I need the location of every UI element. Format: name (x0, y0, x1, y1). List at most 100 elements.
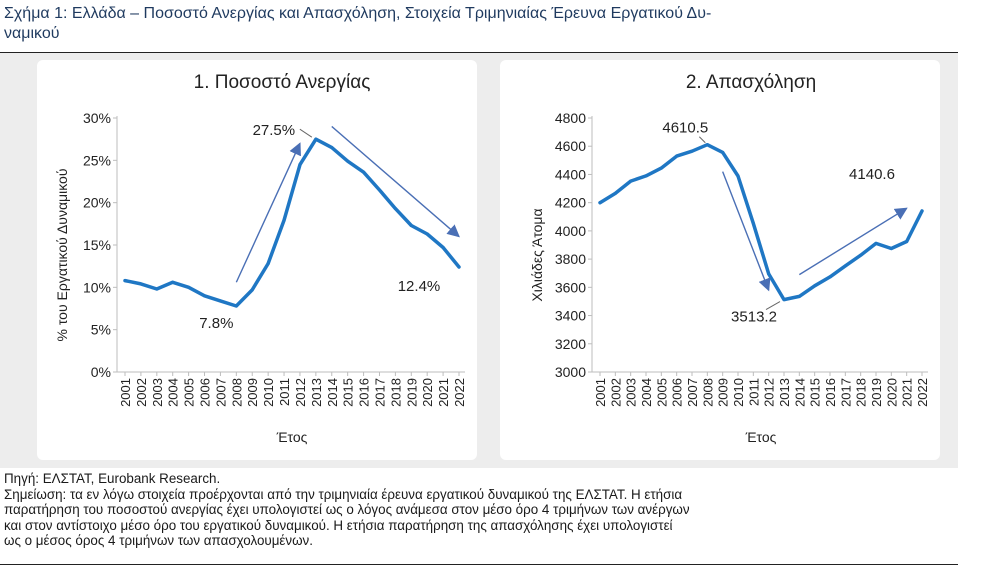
figure-title-text: Σχήμα 1: Ελλάδα – Ποσοστό Ανεργίας και Α… (4, 5, 712, 42)
unemp-data-label: 7.8% (199, 315, 233, 332)
unemp-x-tick-label: 2006 (198, 378, 213, 407)
empl-y-tick-label: 4600 (555, 138, 586, 154)
unemp-data-point (123, 279, 127, 283)
empl-data-point (828, 275, 832, 279)
unemp-data-point (187, 285, 191, 289)
unemp-x-tick-label: 2010 (261, 378, 276, 407)
empl-data-point (721, 150, 725, 154)
unemp-data-point (457, 265, 461, 269)
empl-data-point (905, 239, 909, 243)
empl-data-point (859, 253, 863, 257)
unemp-data-point (282, 218, 286, 222)
empl-data-label: 3513.2 (731, 309, 777, 326)
unemp-data-point (250, 288, 254, 292)
empl-label-leader (765, 301, 781, 311)
empl-data-point (889, 247, 893, 251)
unemp-x-tick-label: 2020 (420, 378, 435, 407)
empl-data-point (751, 221, 755, 225)
empl-y-tick-label: 4000 (555, 223, 586, 239)
unemp-y-tick-label: 5% (91, 322, 111, 338)
empl-trend-arrow (798, 207, 908, 276)
empl-x-tick-label: 2022 (915, 378, 930, 407)
unemp-data-point (377, 188, 381, 192)
unemp-x-tick-label: 2011 (277, 378, 292, 406)
empl-data-point (813, 284, 817, 288)
empl-x-tick-label: 2006 (670, 378, 685, 407)
empl-data-point (705, 143, 709, 147)
unemp-data-point (393, 207, 397, 211)
unemp-y-tick-label: 0% (91, 364, 111, 380)
empl-x-tick-label: 2013 (777, 378, 792, 407)
unemp-x-tick-label: 2017 (372, 378, 387, 407)
unemp-y-tick-label: 20% (83, 195, 111, 211)
unemp-x-tick-label: 2012 (293, 378, 308, 407)
empl-x-tick-label: 2003 (624, 378, 639, 407)
empl-x-tick-label: 2008 (700, 378, 715, 407)
note-line-1: Σημείωση: τα εν λόγω στοιχεία προέρχοντα… (4, 486, 683, 502)
empl-data-point (629, 179, 633, 183)
unemp-data-point (171, 280, 175, 284)
empl-data-point (598, 201, 602, 205)
unemp-trend-arrow (235, 142, 301, 283)
empl-data-label: 4610.5 (662, 120, 708, 137)
empl-y-tick-label: 3600 (555, 279, 586, 295)
empl-x-tick-label: 2005 (654, 378, 669, 407)
unemp-x-tick-label: 2004 (166, 378, 181, 407)
empl-x-tick-label: 2002 (608, 378, 623, 407)
unemp-label-leader (299, 128, 313, 138)
empl-y-tick-label: 3000 (555, 364, 586, 380)
employment-chart: 2. Απασχόληση 3000 3200 3400 3600 3800 4000 420… (500, 60, 940, 460)
empl-y-tick-label: 3200 (555, 336, 586, 352)
unemp-x-tick-label: 2016 (357, 378, 372, 407)
unemp-x-tick-label: 2013 (309, 378, 324, 407)
unemp-data-label: 12.4% (398, 278, 441, 295)
empl-trend-arrow (722, 171, 771, 292)
unemp-data-point (203, 294, 207, 298)
unemp-x-tick-label: 2021 (436, 378, 451, 407)
empl-y-tick-label: 3800 (555, 251, 586, 267)
empl-data-point (767, 272, 771, 276)
empl-x-tick-label: 2018 (854, 378, 869, 407)
empl-x-tick-label: 2007 (685, 378, 700, 407)
unemp-x-tick-label: 2009 (245, 378, 260, 407)
unemp-data-point (425, 232, 429, 236)
unemp-y-axis-label: % του Εργατικού Δυναμικού (54, 169, 70, 342)
empl-x-tick-label: 2001 (593, 378, 608, 407)
unemp-data-point (266, 262, 270, 266)
empl-data-point (613, 191, 617, 195)
empl-y-tick-label: 4400 (555, 166, 586, 182)
unemp-data-point (139, 282, 143, 286)
unemp-x-tick-label: 2001 (118, 378, 133, 407)
empl-data-point (644, 174, 648, 178)
unemp-data-point (155, 287, 159, 291)
empl-data-point (675, 154, 679, 158)
empl-data-point (797, 294, 801, 298)
unemp-x-tick-label: 2003 (150, 378, 165, 407)
empl-x-tick-label: 2010 (731, 378, 746, 407)
empl-series-line (598, 142, 924, 302)
unemp-data-point (346, 159, 350, 163)
unemp-data-point (362, 170, 366, 174)
figure-notes: Πηγή: ΕΛΣΤΑΤ, Eurobank Research. Σημείωσ… (4, 471, 954, 549)
unemp-x-tick-label: 2015 (341, 378, 356, 407)
unemp-x-tick-label: 2019 (404, 378, 419, 407)
empl-data-point (736, 174, 740, 178)
unemp-y-tick-label: 15% (83, 237, 111, 253)
figure-title: Σχήμα 1: Ελλάδα – Ποσοστό Ανεργίας και Α… (4, 4, 954, 44)
unemp-x-tick-label: 2008 (229, 378, 244, 407)
unemp-trend-arrow (331, 125, 460, 238)
unemp-x-axis-label: Έτος (276, 429, 308, 445)
empl-y-tick-label: 4200 (555, 195, 586, 211)
empl-label-leader (698, 136, 706, 144)
empl-x-tick-label: 2014 (792, 378, 807, 407)
empl-chart-title: 2. Απασχόληση (686, 72, 816, 93)
unemp-data-point (234, 304, 238, 308)
empl-x-tick-label: 2021 (900, 378, 915, 407)
empl-y-axis-label: Χιλιάδες Άτομα (529, 208, 545, 301)
empl-x-tick-label: 2017 (838, 378, 853, 407)
empl-data-point (920, 209, 924, 213)
unemp-y-tick-label: 10% (83, 279, 111, 295)
unemp-data-point (298, 163, 302, 167)
empl-y-tick-label: 4800 (555, 110, 586, 126)
unemp-x-tick-label: 2022 (452, 378, 467, 407)
